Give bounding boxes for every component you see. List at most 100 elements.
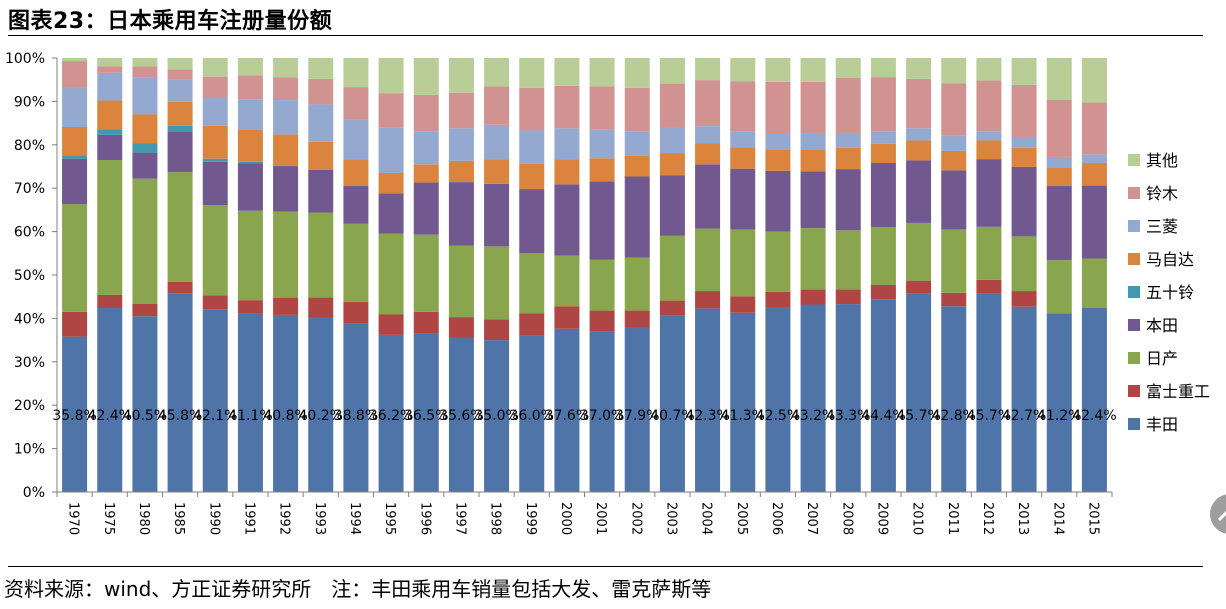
bar-1980-s5	[132, 114, 158, 144]
legend-label-6: 日产	[1146, 349, 1178, 368]
x-tick-label-2005: 2005	[734, 502, 749, 535]
bar-2015-s3	[1081, 185, 1107, 259]
x-tick-label-1980: 1980	[136, 502, 151, 535]
bar-2007-s7	[800, 81, 826, 134]
bar-1970-s5	[62, 127, 88, 156]
bar-1993-s3	[308, 169, 334, 213]
bar-2010-s5	[906, 140, 932, 161]
bar-2009-s6	[870, 131, 896, 144]
data-label-2012: 45.7%	[967, 408, 1011, 424]
data-label-2013: 42.7%	[1002, 408, 1046, 424]
x-tick-label-2012: 2012	[980, 502, 995, 535]
data-label-2008: 43.3%	[826, 408, 870, 424]
bar-2001-s6	[589, 129, 615, 159]
bar-1996-s7	[413, 94, 439, 132]
bar-2001-s3	[589, 181, 615, 260]
bar-2011-s0	[941, 306, 967, 492]
bar-2015-s6	[1081, 154, 1107, 164]
data-label-2006: 42.5%	[756, 408, 800, 424]
legend-label-5: 本田	[1146, 316, 1178, 335]
bar-2000-s6	[554, 128, 580, 160]
bar-2002-s3	[624, 176, 650, 258]
legend-swatch-2	[1128, 220, 1140, 232]
data-label-2015: 42.4%	[1072, 408, 1116, 424]
bar-1995-s7	[378, 93, 404, 128]
bar-2014-s2	[1046, 260, 1072, 314]
bar-1993-s8	[308, 58, 334, 79]
bar-1997-s6	[448, 128, 474, 161]
bar-2008-s2	[835, 230, 861, 290]
bar-2010-s0	[906, 293, 932, 492]
bar-2009-s2	[870, 227, 896, 285]
bar-1980-s7	[132, 66, 158, 78]
bar-2014-s3	[1046, 186, 1072, 261]
bar-1996-s8	[413, 58, 439, 95]
bar-2012-s3	[976, 159, 1002, 227]
bar-2014-s6	[1046, 156, 1072, 168]
bar-1990-s8	[202, 58, 228, 77]
bar-1991-s0	[237, 313, 263, 492]
x-tick-label-1999: 1999	[523, 502, 538, 535]
x-tick-label-2015: 2015	[1085, 502, 1100, 535]
bar-1995-s5	[378, 173, 404, 194]
x-tick-label-2000: 2000	[558, 502, 573, 535]
x-tick-label-2010: 2010	[910, 502, 925, 535]
bar-2006-s8	[765, 58, 791, 82]
legend-label-2: 三菱	[1146, 217, 1178, 236]
legend-label-7: 富士重工	[1146, 382, 1210, 401]
legend-swatch-8	[1128, 418, 1140, 430]
bar-1997-s5	[448, 160, 474, 183]
bar-1993-s6	[308, 104, 334, 142]
bar-2005-s1	[730, 296, 756, 313]
bar-2000-s2	[554, 255, 580, 307]
x-tick-label-1998: 1998	[488, 502, 503, 535]
bar-1996-s5	[413, 164, 439, 183]
bar-1990-s7	[202, 76, 228, 98]
bar-2015-s2	[1081, 258, 1107, 308]
x-tick-label-2002: 2002	[628, 502, 643, 535]
y-tick-label: 100%	[5, 51, 45, 67]
data-label-1997: 35.6%	[439, 408, 483, 424]
bar-2006-s1	[765, 291, 791, 308]
x-tick-label-1991: 1991	[241, 502, 256, 535]
bar-2000-s1	[554, 306, 580, 329]
bar-2012-s0	[976, 293, 1002, 492]
bar-2010-s1	[906, 280, 932, 294]
bar-2013-s0	[1011, 306, 1037, 492]
y-tick-label: 0%	[23, 485, 45, 501]
bar-1990-s3	[202, 161, 228, 206]
bar-1998-s2	[484, 246, 510, 320]
bar-1975-s6	[97, 72, 123, 101]
bar-2006-s7	[765, 81, 791, 134]
bar-1992-s5	[273, 134, 299, 167]
bar-1992-s8	[273, 58, 299, 78]
scroll-up-button[interactable]	[1210, 494, 1226, 534]
bar-1970-s3	[62, 158, 88, 205]
bar-2006-s3	[765, 170, 791, 232]
bar-1999-s8	[519, 58, 545, 88]
legend-swatch-0	[1128, 154, 1140, 166]
bar-2003-s8	[659, 58, 685, 84]
bar-1994-s1	[343, 301, 369, 324]
y-tick-label: 30%	[14, 355, 45, 371]
bar-2009-s1	[870, 284, 896, 300]
x-tick-label-2006: 2006	[769, 502, 784, 535]
bar-1995-s8	[378, 58, 404, 94]
bar-2009-s8	[870, 58, 896, 78]
data-label-1999: 36.0%	[510, 408, 554, 424]
data-label-2003: 40.7%	[650, 408, 694, 424]
legend-swatch-1	[1128, 187, 1140, 199]
bar-2008-s7	[835, 77, 861, 134]
bar-1970-s1	[62, 311, 88, 337]
bar-2002-s6	[624, 131, 650, 156]
bar-2005-s8	[730, 58, 756, 82]
bar-1999-s3	[519, 189, 545, 254]
bar-1999-s6	[519, 130, 545, 164]
bar-2007-s5	[800, 149, 826, 172]
bars-layer	[62, 58, 1107, 492]
stacked-bar-chart: 0% 10% 20% 30% 40% 50% 60% 70% 80% 90% 100% 1970 197…	[5, 51, 1210, 535]
data-label-1970: 35.8%	[52, 408, 96, 424]
bar-1996-s0	[413, 333, 439, 492]
bar-2008-s6	[835, 133, 861, 148]
bar-1985-s0	[167, 293, 193, 492]
